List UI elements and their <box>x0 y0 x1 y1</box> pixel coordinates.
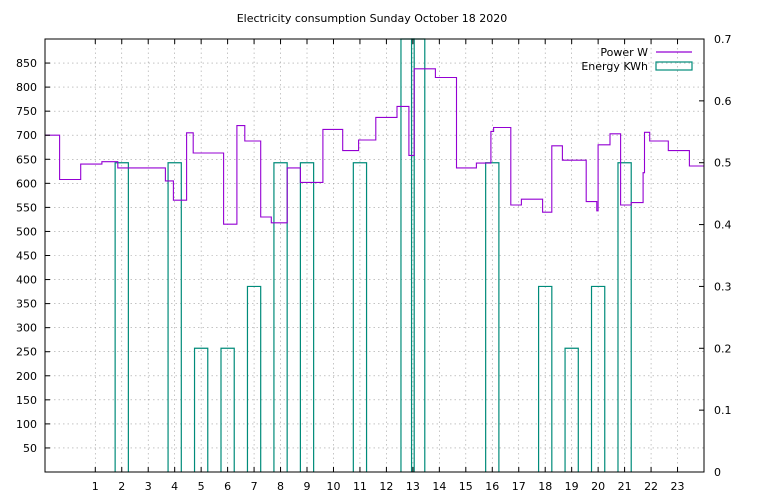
y2-tick-label: 0.4 <box>714 219 732 232</box>
energy-bar <box>590 285 606 472</box>
energy-bar <box>299 162 315 472</box>
x-tick-label: 7 <box>251 480 258 493</box>
y-tick-label: 300 <box>16 322 37 335</box>
y2-tick-label: 0 <box>714 466 721 479</box>
y-tick-label: 50 <box>23 442 37 455</box>
x-tick-label: 11 <box>353 480 367 493</box>
x-tick-label: 20 <box>591 480 605 493</box>
y-tick-label: 500 <box>16 225 37 238</box>
legend-swatch-energy <box>655 61 693 71</box>
energy-bar <box>220 347 235 472</box>
x-tick-label: 16 <box>485 480 499 493</box>
energy-bar <box>485 162 500 472</box>
power-line <box>45 68 704 225</box>
x-tick-label: 17 <box>512 480 526 493</box>
x-tick-label: 21 <box>618 480 632 493</box>
x-tick-label: 5 <box>198 480 205 493</box>
x-tick-label: 3 <box>145 480 152 493</box>
right-y-axis: 0 0.1 0.2 0.3 0.4 0.5 0.6 0.7 <box>699 33 732 479</box>
energy-bar <box>273 162 288 472</box>
left-y-axis: 50 100 150 200 250 300 350 400 450 500 550 600 650 70… <box>16 57 50 455</box>
energy-bar <box>410 38 426 472</box>
energy-bar <box>246 285 262 472</box>
y2-tick-label: 0.2 <box>714 342 732 355</box>
x-axis: 1 2 3 4 5 6 7 8 9 10 11 12 13 14 15 16 17 18 19 20 21 22 23 <box>92 39 685 493</box>
y-tick-label: 100 <box>16 418 37 431</box>
y-tick-label: 650 <box>16 153 37 166</box>
y-tick-label: 200 <box>16 370 37 383</box>
x-tick-label: 4 <box>171 480 178 493</box>
x-tick-label: 23 <box>671 480 685 493</box>
y-tick-label: 450 <box>16 250 37 263</box>
x-tick-label: 2 <box>118 480 125 493</box>
y2-tick-label: 0.1 <box>714 404 732 417</box>
energy-bar <box>167 162 182 472</box>
legend-label: Power W <box>600 46 648 59</box>
y-tick-label: 800 <box>16 81 37 94</box>
energy-bar <box>352 162 368 472</box>
y2-tick-label: 0.3 <box>714 280 732 293</box>
y-tick-label: 150 <box>16 394 37 407</box>
x-tick-label: 15 <box>459 480 473 493</box>
energy-bar <box>537 285 553 472</box>
x-tick-label: 6 <box>224 480 231 493</box>
grid-lines <box>45 39 704 472</box>
energy-bar <box>193 347 209 472</box>
x-tick-label: 8 <box>277 480 284 493</box>
x-tick-label: 18 <box>538 480 552 493</box>
x-tick-label: 19 <box>565 480 579 493</box>
y2-tick-label: 0.7 <box>714 33 732 46</box>
x-tick-label: 13 <box>406 480 420 493</box>
x-tick-label: 22 <box>644 480 658 493</box>
chart-title: Electricity consumption Sunday October 1… <box>237 12 508 25</box>
y-tick-label: 400 <box>16 274 37 287</box>
x-tick-label: 12 <box>379 480 393 493</box>
y-tick-label: 350 <box>16 298 37 311</box>
y2-tick-label: 0.5 <box>714 157 732 170</box>
energy-series <box>114 38 632 472</box>
legend-label: Energy KWh <box>581 60 648 73</box>
x-tick-label: 10 <box>326 480 340 493</box>
power-series <box>45 68 704 225</box>
x-tick-label: 1 <box>92 480 99 493</box>
y-tick-label: 250 <box>16 346 37 359</box>
y-tick-label: 700 <box>16 129 37 142</box>
y-tick-label: 750 <box>16 105 37 118</box>
y-tick-label: 600 <box>16 177 37 190</box>
x-tick-label: 9 <box>304 480 311 493</box>
y-tick-label: 550 <box>16 201 37 214</box>
y2-tick-label: 0.6 <box>714 95 732 108</box>
y-tick-label: 850 <box>16 57 37 70</box>
energy-bar <box>400 38 415 472</box>
x-tick-label: 14 <box>432 480 446 493</box>
energy-bar <box>617 162 632 472</box>
energy-bar <box>114 162 129 472</box>
energy-bar <box>564 347 579 472</box>
